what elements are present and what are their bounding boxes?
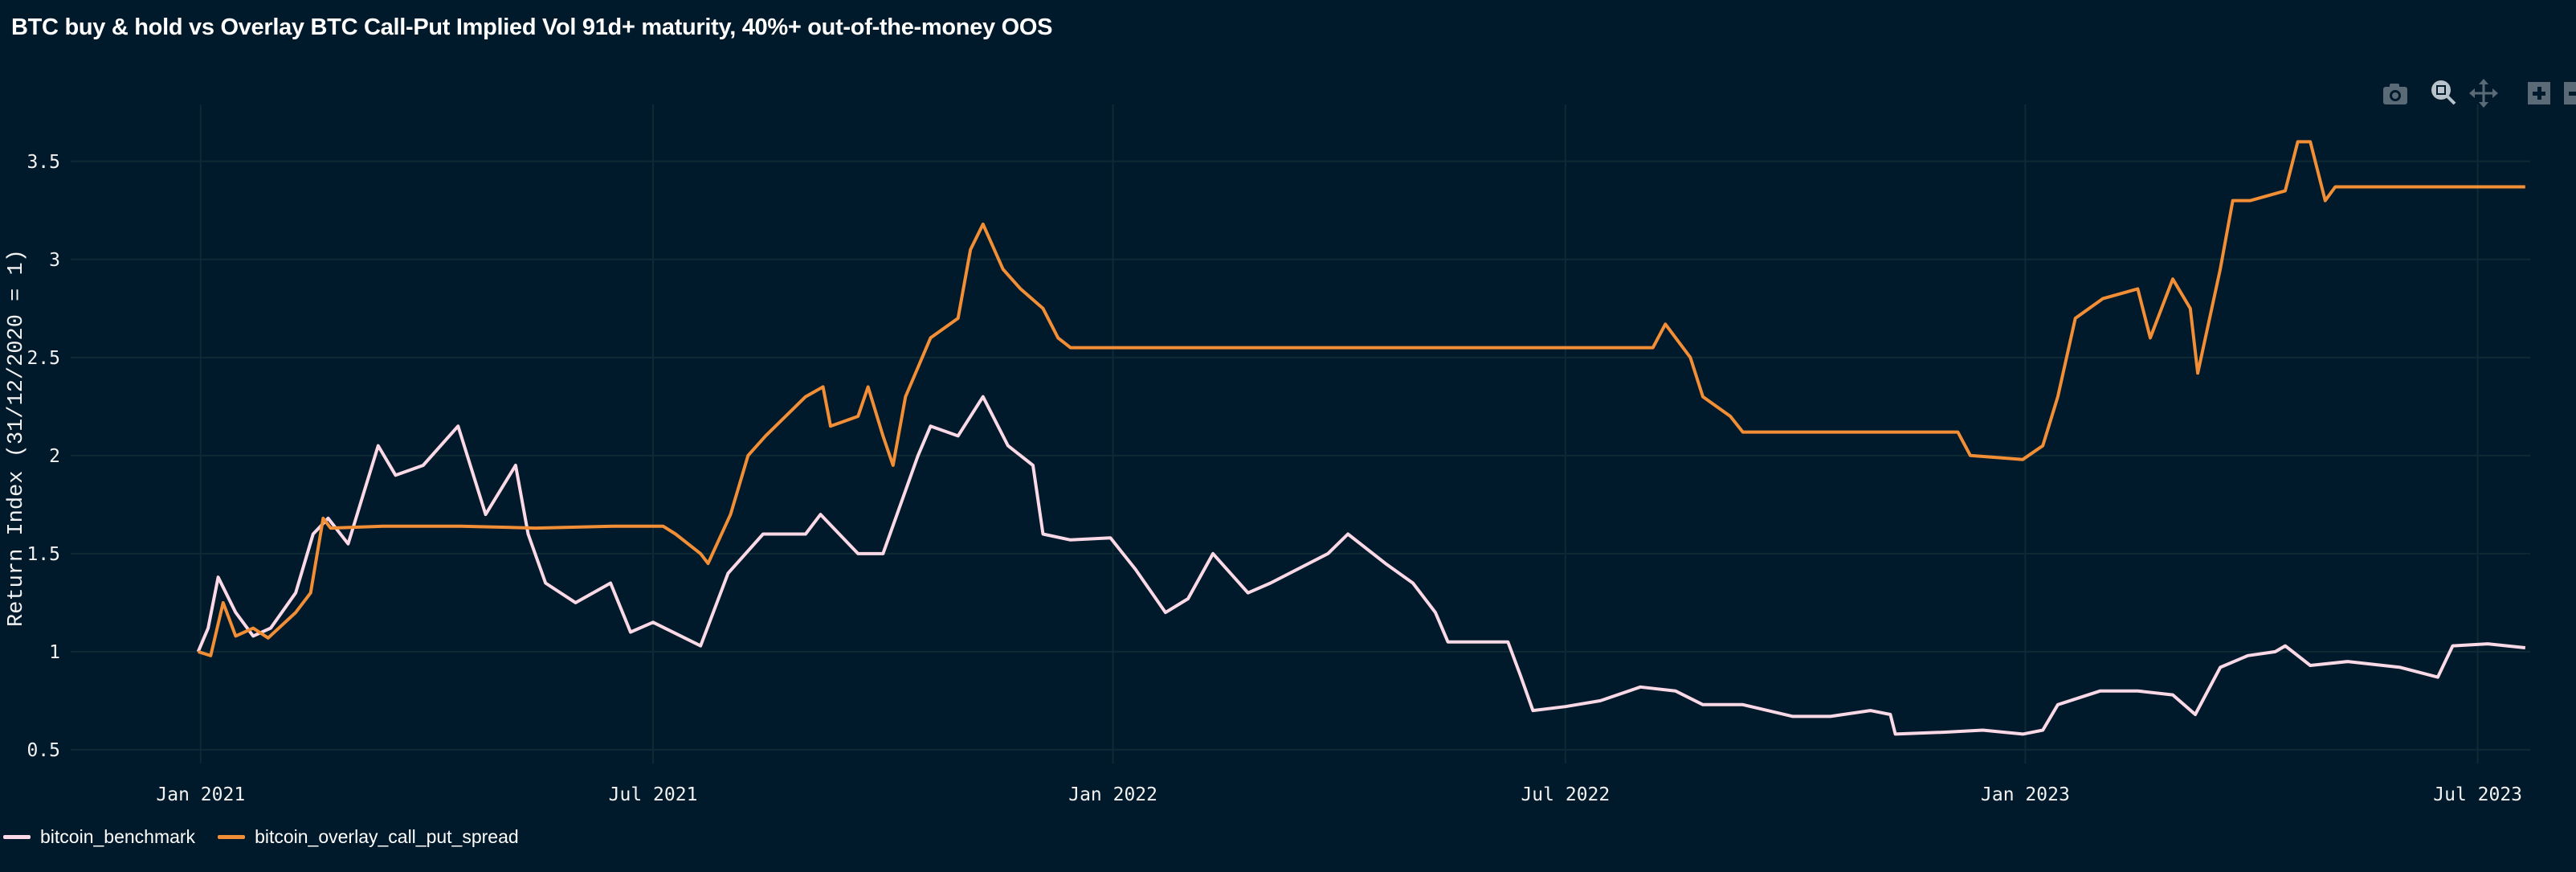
x-axis-ticks: Jan 2021 Jul 2021 Jan 2022 Jul 2022 Jan 2023… (156, 784, 2522, 805)
series-line-bitcoin_benchmark[interactable] (196, 395, 2526, 736)
legend-item-benchmark[interactable]: bitcoin_benchmark (3, 826, 195, 848)
y-axis-label: Return Index (31/12/2020 = 1) (5, 249, 29, 627)
series-lines[interactable] (196, 140, 2526, 736)
x-tick-label: Jul 2023 (2433, 784, 2522, 805)
legend-label-benchmark: bitcoin_benchmark (40, 826, 196, 847)
y-tick-label: 2.5 (27, 348, 60, 369)
y-axis-ticks: 0.5 1 1.5 2 2.5 3 3.5 (27, 152, 60, 761)
pan-icon[interactable] (2468, 77, 2500, 109)
legend-item-overlay[interactable]: bitcoin_overlay_call_put_spread (218, 826, 519, 848)
zoom-icon[interactable] (2427, 77, 2460, 109)
y-tick-label: 3 (49, 250, 60, 271)
legend-swatch-benchmark (3, 835, 31, 839)
zoom-in-icon[interactable] (2524, 77, 2556, 109)
x-tick-label: Jul 2022 (1521, 784, 1610, 805)
y-tick-label: 3.5 (27, 152, 60, 173)
x-tick-label: Jul 2021 (609, 784, 698, 805)
x-tick-label: Jan 2022 (1068, 784, 1157, 805)
x-tick-label: Jan 2021 (156, 784, 245, 805)
legend: bitcoin_benchmark bitcoin_overlay_call_p… (3, 826, 519, 848)
camera-icon[interactable] (2378, 77, 2410, 109)
y-tick-label: 2 (49, 446, 60, 467)
zoom-out-icon[interactable] (2562, 77, 2576, 109)
grid-lines (71, 104, 2530, 764)
series-line-bitcoin_overlay_call_put_spread[interactable] (198, 140, 2525, 657)
y-tick-label: 1 (49, 642, 60, 663)
y-tick-label: 1.5 (27, 544, 60, 565)
legend-swatch-overlay (218, 835, 246, 839)
y-tick-label: 0.5 (27, 740, 60, 761)
chart-title: BTC buy & hold vs Overlay BTC Call-Put I… (11, 14, 1053, 40)
legend-label-overlay: bitcoin_overlay_call_put_spread (255, 826, 519, 847)
x-tick-label: Jan 2023 (1981, 784, 2070, 805)
